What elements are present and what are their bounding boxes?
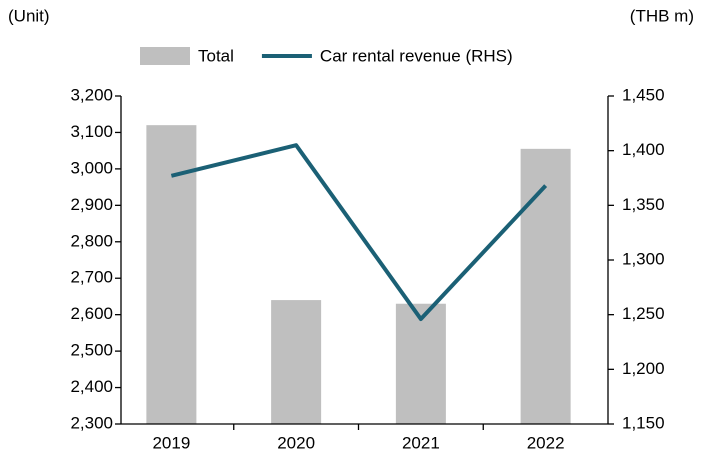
- x-tick-label: 2022: [527, 433, 565, 452]
- y2-tick-label: 1,400: [622, 140, 665, 159]
- y-tick-label: 2,800: [70, 231, 113, 250]
- y2-tick-label: 1,300: [622, 249, 665, 268]
- bar: [271, 300, 322, 424]
- y2-tick-label: 1,350: [622, 195, 665, 214]
- y2-tick-label: 1,200: [622, 359, 665, 378]
- y2-tick-label: 1,250: [622, 304, 665, 323]
- x-tick-label: 2021: [402, 433, 440, 452]
- y-tick-label: 3,200: [70, 85, 113, 104]
- y-tick-label: 3,100: [70, 122, 113, 141]
- y-axis-label: (Unit): [8, 6, 50, 25]
- bar: [395, 303, 446, 424]
- y-tick-label: 2,500: [70, 341, 113, 360]
- bar: [520, 148, 571, 424]
- y-tick-label: 3,000: [70, 158, 113, 177]
- legend-label: Car rental revenue (RHS): [320, 46, 513, 65]
- y-tick-label: 2,700: [70, 268, 113, 287]
- x-tick-label: 2020: [277, 433, 315, 452]
- y-tick-label: 2,300: [70, 413, 113, 432]
- legend-label: Total: [198, 46, 234, 65]
- y-tick-label: 2,900: [70, 195, 113, 214]
- x-tick-label: 2019: [152, 433, 190, 452]
- y2-axis-label: (THB m): [630, 6, 694, 25]
- y-tick-label: 2,400: [70, 377, 113, 396]
- y2-tick-label: 1,150: [622, 413, 665, 432]
- y-tick-label: 2,600: [70, 304, 113, 323]
- line: [170, 143, 548, 322]
- y2-tick-label: 1,450: [622, 85, 665, 104]
- legend-swatch: [140, 47, 190, 65]
